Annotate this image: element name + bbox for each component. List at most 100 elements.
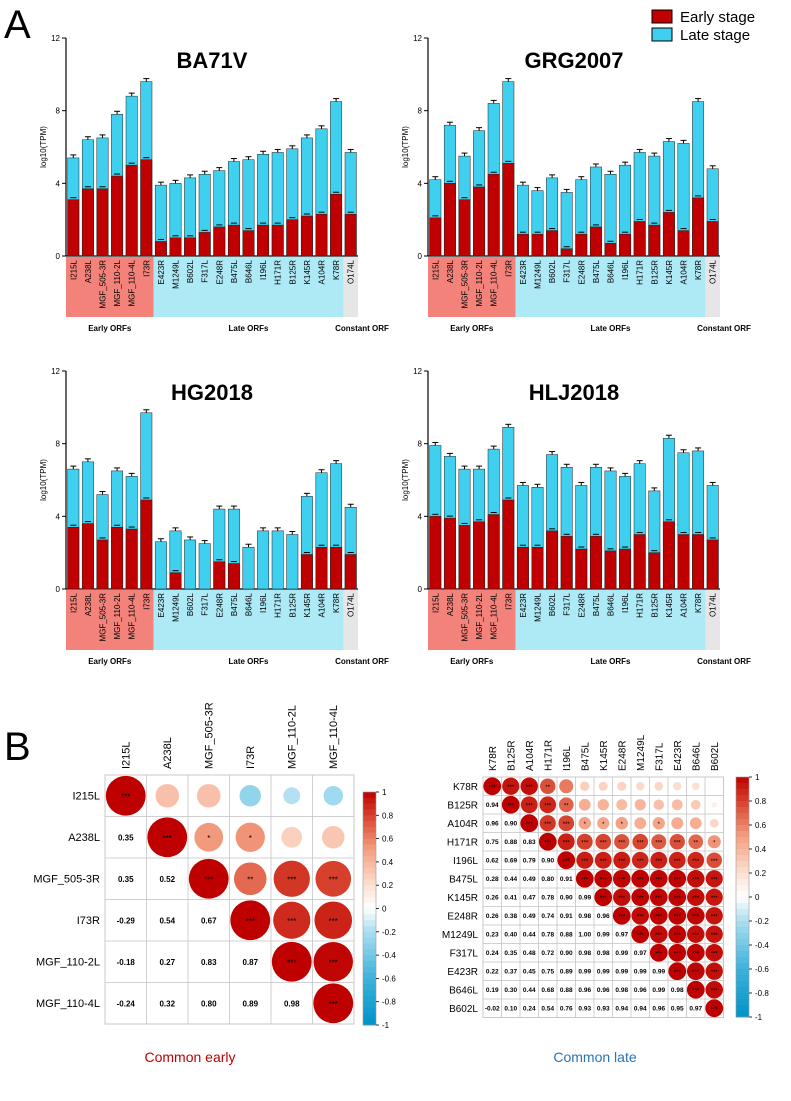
correlation-circle [649, 943, 668, 962]
correlation-circle [711, 801, 718, 808]
early-bar [67, 199, 80, 257]
significance-stars: *** [507, 803, 515, 809]
significance-stars: *** [544, 803, 552, 809]
significance-stars: *** [655, 859, 663, 865]
significance-stars: *** [287, 875, 296, 884]
correlation-value: 0.74 [541, 913, 554, 920]
colorbar-segment [363, 896, 376, 904]
correlation-value: 0.32 [159, 999, 175, 1008]
early-bar [516, 233, 529, 257]
correlation-circle [273, 901, 311, 939]
correlation-circle [687, 870, 705, 888]
category-label: E423R [157, 260, 166, 285]
correlation-circle [594, 851, 612, 869]
category-label: K78R [332, 593, 341, 613]
colorbar-segment [363, 885, 376, 892]
correlation-value: 0.98 [578, 950, 591, 957]
category-label: MGF_110-4L [128, 259, 137, 306]
early-bar [111, 175, 124, 257]
early-orf-band [428, 590, 516, 650]
correlation-value: 0.35 [118, 875, 134, 884]
category-label: I215L [69, 592, 78, 613]
significance-stars: * [621, 822, 624, 828]
category-label: H171R [636, 593, 645, 618]
category-label: I73R [142, 260, 151, 277]
colorbar-segment [736, 789, 749, 796]
late-bar [286, 534, 299, 590]
early-bar [692, 534, 705, 590]
correlation-value: 0.76 [560, 1006, 573, 1013]
significance-stars: *** [655, 914, 663, 920]
correlation-value: 0.99 [652, 987, 665, 994]
significance-stars: *** [674, 840, 682, 846]
early-bar [140, 159, 153, 257]
correlation-value: 0.97 [634, 950, 647, 957]
chart-title: HLJ2018 [529, 380, 620, 405]
category-label: A104R [680, 260, 689, 285]
heatmap-title: Common early [144, 1049, 235, 1065]
heatmap-row-label: K145R [447, 893, 478, 904]
early-bar [473, 521, 486, 590]
panel-label-b: B [4, 725, 31, 769]
correlation-circle [313, 983, 354, 1024]
category-label: F317L [201, 592, 210, 615]
colorbar-segment [736, 999, 749, 1006]
heatmap-row-label: I73R [77, 915, 100, 927]
category-label: O174L [709, 259, 718, 284]
correlation-circle [196, 783, 221, 808]
colorbar-tick-label: 0.2 [755, 869, 767, 878]
correlation-circle [705, 888, 723, 906]
category-label: MGF_505-3R [461, 593, 470, 642]
colorbar-segment [363, 797, 376, 805]
significance-stars: * [249, 834, 252, 843]
colorbar-segment [363, 925, 376, 933]
significance-stars: *** [600, 896, 608, 902]
significance-stars: *** [674, 951, 682, 957]
colorbar-segment [736, 879, 749, 886]
heatmap-row-label: M1249L [442, 930, 479, 941]
y-tick-label: 8 [56, 440, 61, 449]
colorbar-segment [363, 850, 376, 857]
colorbar-segment [363, 838, 376, 845]
correlation-value: 0.99 [578, 895, 591, 902]
correlation-circle [613, 888, 631, 906]
category-label: M1249L [534, 259, 543, 288]
correlation-value: 0.44 [523, 932, 536, 939]
correlation-circle [705, 981, 723, 999]
correlation-circle [691, 782, 700, 791]
category-label: A238L [446, 259, 455, 283]
correlation-circle [668, 925, 687, 944]
correlation-value: 0.79 [523, 858, 536, 865]
significance-stars: *** [711, 988, 719, 994]
correlation-circle [631, 851, 649, 869]
category-label: MGF_505-3R [99, 593, 108, 642]
heatmap-row-label: B602L [449, 1004, 478, 1015]
early-bar [140, 499, 153, 590]
correlation-value: 0.68 [541, 987, 554, 994]
correlation-value: 0.78 [541, 895, 554, 902]
correlation-value: 0.99 [597, 932, 610, 939]
early-bar [315, 546, 328, 590]
legend-late-swatch [651, 27, 673, 42]
significance-stars: *** [600, 877, 608, 883]
correlation-circle [631, 925, 650, 944]
heatmap-row-label: B475L [449, 874, 478, 885]
early-bar [344, 554, 357, 590]
correlation-value: 0.94 [615, 1006, 628, 1013]
significance-stars: *** [674, 970, 682, 976]
significance-stars: *** [329, 958, 338, 967]
early-bar [619, 233, 632, 257]
significance-stars: *** [655, 933, 663, 939]
significance-stars: *** [526, 822, 534, 828]
correlation-circle [314, 901, 353, 940]
early-bar [227, 563, 240, 590]
early-bar [169, 237, 182, 257]
category-label: B602L [186, 592, 195, 616]
correlation-circle [631, 888, 650, 907]
early-bar [184, 237, 197, 257]
category-label: F317L [563, 259, 572, 282]
correlation-circle [668, 906, 687, 925]
colorbar-segment [363, 972, 376, 979]
significance-stars: *** [563, 822, 571, 828]
correlation-circle [557, 851, 576, 870]
